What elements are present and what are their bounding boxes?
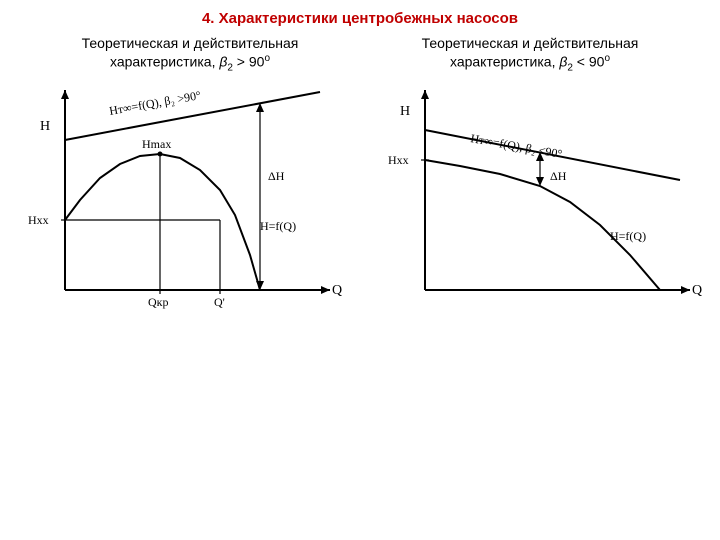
right-subtitle-line1: Теоретическая и действительная <box>422 35 639 51</box>
svg-text:H: H <box>40 119 50 134</box>
right-sup: o <box>604 53 610 64</box>
left-chart: H Q Hт∞=f(Q), β₂ >90° H=f(Q) Hxx Hmax Qкр Q' ΔH <box>10 80 350 320</box>
right-chart: H Q Hт∞=f(Q), β₂ <90° H=f(Q) Hxx ΔH <box>370 80 710 320</box>
svg-text:Hmax: Hmax <box>142 137 171 151</box>
page-title: 4. Характеристики центробежных насосов <box>0 10 720 27</box>
svg-text:Q: Q <box>332 283 342 298</box>
svg-text:Qкр: Qкр <box>148 295 169 309</box>
svg-text:H: H <box>400 104 410 119</box>
svg-text:H=f(Q): H=f(Q) <box>260 219 296 233</box>
svg-text:Hxx: Hxx <box>28 213 49 227</box>
right-subtitle: Теоретическая и действительная характери… <box>370 34 690 75</box>
left-subtitle: Теоретическая и действительная характери… <box>30 34 350 75</box>
right-chart-svg: H Q Hт∞=f(Q), β₂ <90° H=f(Q) Hxx ΔH <box>370 80 710 320</box>
svg-text:Q': Q' <box>214 295 225 309</box>
svg-text:ΔH: ΔH <box>268 169 285 183</box>
svg-text:Q: Q <box>692 283 702 298</box>
right-subtitle-line2-prefix: характеристика, <box>450 54 559 70</box>
left-chart-svg: H Q Hт∞=f(Q), β₂ >90° H=f(Q) Hxx Hmax Qкр Q' ΔH <box>10 80 350 320</box>
svg-text:Hт∞=f(Q), β₂ >90°: Hт∞=f(Q), β₂ >90° <box>108 88 202 118</box>
left-sup: o <box>264 53 270 64</box>
svg-text:ΔH: ΔH <box>550 169 567 183</box>
left-subtitle-line1: Теоретическая и действительная <box>82 35 299 51</box>
left-op: > 90 <box>233 54 265 70</box>
left-subtitle-line2-prefix: характеристика, <box>110 54 219 70</box>
right-op: < 90 <box>573 54 605 70</box>
svg-text:Hт∞=f(Q), β₂ <90°: Hт∞=f(Q), β₂ <90° <box>469 131 563 161</box>
svg-text:Hxx: Hxx <box>388 153 409 167</box>
svg-text:H=f(Q): H=f(Q) <box>610 229 646 243</box>
